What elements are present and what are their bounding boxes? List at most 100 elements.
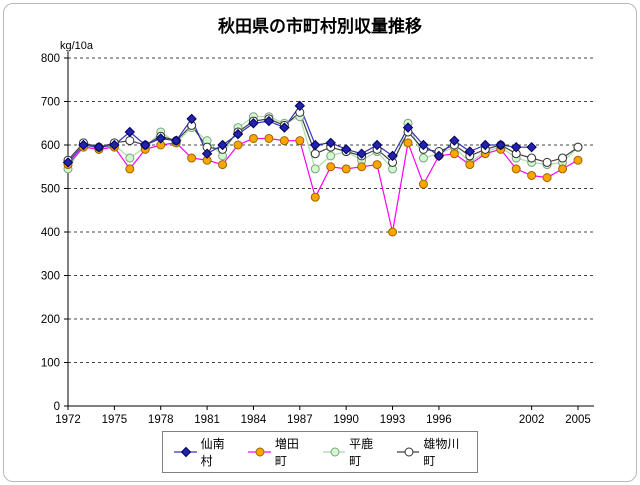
legend-marker-icon <box>248 447 271 457</box>
series-marker <box>62 157 74 168</box>
series-marker <box>294 100 306 112</box>
legend-label: 平鹿町 <box>349 437 374 468</box>
x-tick-label: 2005 <box>565 414 591 426</box>
y-tick-label: 0 <box>54 401 60 413</box>
series-marker <box>480 139 491 151</box>
x-tick-label: 1987 <box>287 414 313 426</box>
series-marker <box>372 160 382 170</box>
series-marker <box>310 149 320 159</box>
series-marker <box>558 164 568 174</box>
legend: 仙南村 増田町 平鹿町 雄物川町 <box>162 431 478 473</box>
series-marker <box>201 148 213 159</box>
series-marker <box>340 144 352 155</box>
series-marker <box>357 162 367 172</box>
series-marker <box>248 133 258 143</box>
series-marker <box>371 139 383 151</box>
x-tick-label: 1975 <box>102 414 128 426</box>
series-marker <box>124 126 136 138</box>
series-marker <box>526 141 537 153</box>
series-marker <box>527 153 537 163</box>
y-tick-label: 200 <box>41 314 60 326</box>
x-tick-label: 2002 <box>519 414 545 426</box>
series-marker <box>125 136 135 146</box>
x-tick-label: 1984 <box>241 414 267 426</box>
series-line <box>67 137 579 233</box>
series-marker <box>263 115 275 127</box>
series-marker <box>233 140 243 150</box>
y-tick-label: 400 <box>41 227 60 239</box>
series-marker <box>264 133 274 143</box>
series-marker <box>125 153 135 163</box>
series-marker <box>109 139 120 151</box>
chart-frame: 秋田県の市町村別収量推移 kg/10a 0 100 200 300 400 500 600 7… <box>3 3 637 482</box>
y-axis-unit-label: kg/10a <box>60 40 94 52</box>
legend-item: 増田町 <box>247 435 307 469</box>
series-marker <box>464 146 476 157</box>
line-chart: 0 100 200 300 400 500 600 700 800 1972 1975 1978 198… <box>41 52 594 426</box>
x-tick-label: 1978 <box>148 414 174 426</box>
series-marker <box>542 157 552 167</box>
x-tick-label: 1972 <box>55 414 81 426</box>
legend-item: 仙南村 <box>173 435 233 469</box>
y-tick-label: 700 <box>41 97 60 109</box>
series-marker <box>573 155 583 165</box>
series-marker <box>558 153 568 163</box>
y-tick-label: 800 <box>41 53 60 65</box>
x-tick-label: 1981 <box>194 414 220 426</box>
series-marker <box>527 170 537 180</box>
series-marker <box>511 164 521 174</box>
series-marker <box>418 179 428 189</box>
series-marker <box>388 227 398 237</box>
series-marker <box>310 192 320 202</box>
series-marker <box>418 153 428 163</box>
series-marker <box>217 139 228 151</box>
legend-item: 平鹿町 <box>322 435 382 469</box>
x-tick-label: 1993 <box>380 414 406 426</box>
chart-title: 秋田県の市町村別収量推移 <box>218 17 422 36</box>
series-marker <box>140 139 151 151</box>
series-marker <box>279 136 289 146</box>
series-marker <box>433 150 445 162</box>
x-tick-label: 1990 <box>333 414 359 426</box>
series-marker <box>573 142 583 152</box>
series-marker <box>279 122 290 133</box>
series-marker <box>495 139 506 151</box>
series-marker <box>356 148 367 159</box>
y-tick-label: 100 <box>41 358 60 370</box>
legend-item: 雄物川町 <box>396 435 467 469</box>
series-marker <box>449 149 459 159</box>
series-marker <box>125 164 135 174</box>
series-marker <box>326 151 336 161</box>
legend-marker-icon <box>396 447 420 457</box>
series-marker <box>218 160 228 170</box>
legend-label: 仙南村 <box>200 437 225 468</box>
series-marker <box>325 137 336 149</box>
legend-label: 雄物川町 <box>423 437 460 468</box>
series-marker <box>310 164 320 174</box>
series-marker <box>542 173 552 183</box>
legend-label: 増田町 <box>274 437 299 468</box>
series-marker <box>387 150 398 162</box>
series-marker <box>170 135 182 146</box>
legend-marker-icon <box>174 446 197 458</box>
series-marker <box>326 162 336 172</box>
series-marker <box>341 164 351 174</box>
legend-marker-icon <box>322 447 346 457</box>
series-marker <box>93 141 105 153</box>
x-tick-label: 1996 <box>426 414 452 426</box>
series-marker <box>186 113 197 125</box>
y-tick-label: 500 <box>41 184 60 196</box>
series-marker <box>155 133 166 144</box>
series-marker <box>78 139 89 151</box>
series-marker <box>187 153 197 163</box>
series-marker <box>465 160 475 170</box>
series-marker <box>232 128 244 140</box>
y-tick-label: 600 <box>41 140 60 152</box>
series-line <box>67 115 579 171</box>
series-marker <box>295 136 305 146</box>
series-marker <box>510 141 522 153</box>
series-marker <box>449 135 460 146</box>
series-marker <box>402 122 414 133</box>
series-marker <box>403 138 413 148</box>
y-tick-label: 300 <box>41 271 60 283</box>
